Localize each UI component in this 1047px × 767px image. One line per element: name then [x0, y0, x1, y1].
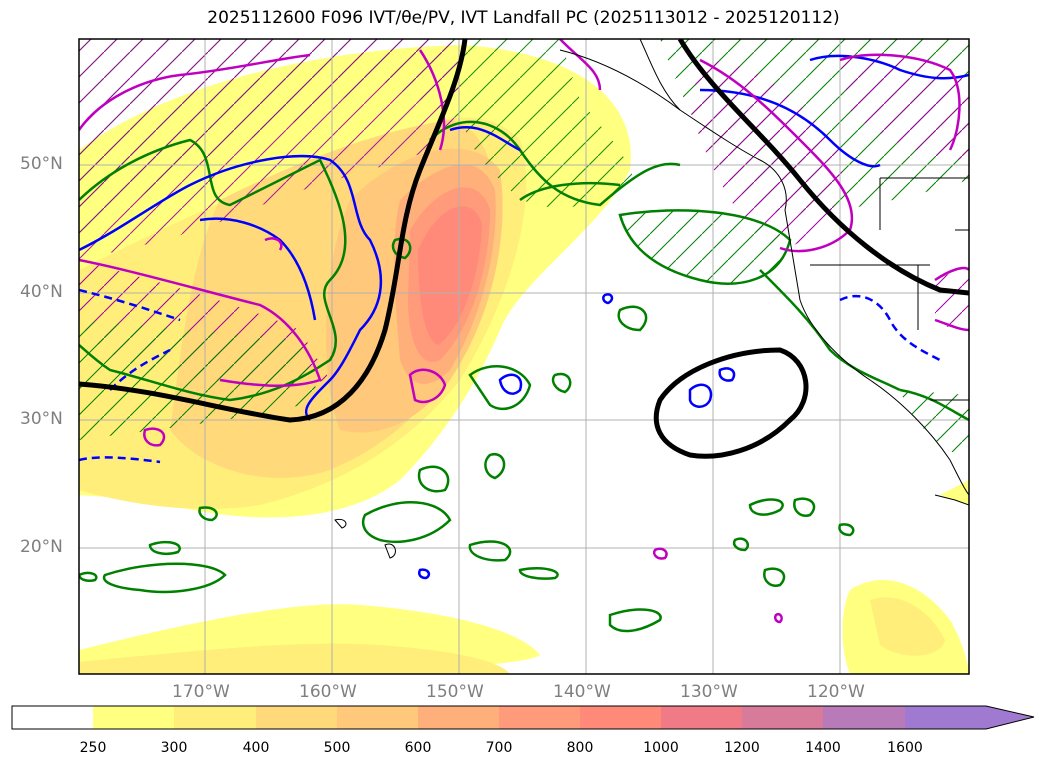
map-title: 2025112600 F096 IVT/θe/PV, IVT Landfall …	[207, 8, 840, 28]
colorbar-tick-label: 1200	[724, 740, 760, 756]
purple-contours	[79, 39, 969, 624]
plot-frame	[78, 38, 970, 675]
colorbar-tick-label: 1600	[887, 740, 923, 756]
lon-label: 130°W	[680, 682, 738, 702]
pc-contours	[79, 39, 969, 459]
colorbar-tick-label: 600	[404, 740, 432, 756]
colorbar-tick-label: 1000	[643, 740, 679, 756]
colorbar-tick-label: 400	[242, 740, 270, 756]
colorbar	[11, 705, 1035, 730]
lat-label: 20°N	[20, 537, 63, 557]
grid-lines	[79, 39, 969, 674]
lon-label: 160°W	[299, 682, 357, 702]
colorbar-tick-label: 700	[485, 740, 513, 756]
lon-label: 140°W	[553, 682, 611, 702]
map-plot	[79, 39, 969, 674]
colorbar-tick-label: 300	[160, 740, 188, 756]
lon-label: 120°W	[807, 682, 865, 702]
colorbar-tick-label: 500	[323, 740, 351, 756]
lat-label: 30°N	[20, 409, 63, 429]
lon-label: 170°W	[172, 682, 230, 702]
colorbar-tick-label: 800	[566, 740, 594, 756]
green-contours	[79, 120, 969, 633]
lon-label: 150°W	[426, 682, 484, 702]
blue-contours	[79, 54, 969, 580]
colorbar-tick-label: 250	[79, 740, 107, 756]
colorbar-tick-label: 1400	[805, 740, 841, 756]
lat-label: 40°N	[20, 282, 63, 302]
lat-label: 50°N	[20, 154, 63, 174]
coastlines	[334, 39, 969, 559]
